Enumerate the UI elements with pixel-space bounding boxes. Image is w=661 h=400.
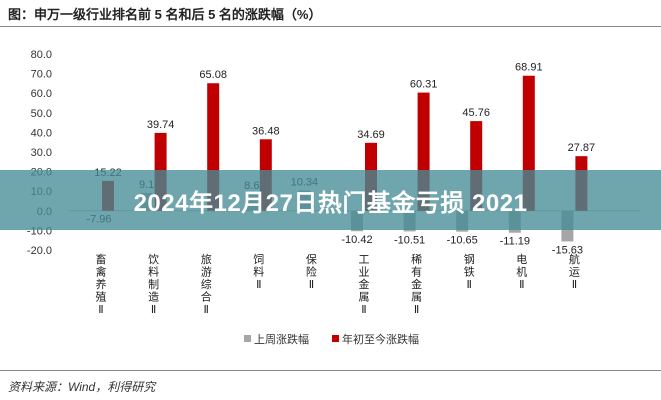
data-label-weekly: -10.51 <box>394 234 425 246</box>
category-label-char: Ⅱ <box>151 304 156 316</box>
category-label-char: Ⅱ <box>256 279 261 291</box>
category-label-char: Ⅱ <box>309 279 314 291</box>
chart-title: 图：申万一级行业排名前 5 名和后 5 名的涨跌幅（%） <box>8 7 322 22</box>
y-tick-label: -20.0 <box>27 245 52 257</box>
category-label-char: 料 <box>253 265 264 279</box>
category-label-char: 饲 <box>253 253 264 266</box>
data-label-ytd: 39.74 <box>147 119 175 131</box>
category-label-char: Ⅱ <box>519 279 524 291</box>
category-label-char: 属 <box>411 291 422 304</box>
category-label-char: 运 <box>569 266 580 279</box>
source-note: 资料来源：Wind，利得研究 <box>8 380 156 394</box>
category-label-char: 养 <box>96 277 107 291</box>
data-label-ytd: 36.48 <box>252 125 280 137</box>
category-label-char: 综 <box>201 277 212 291</box>
category-label-char: 金 <box>411 277 422 291</box>
category-label-char: Ⅱ <box>361 304 366 316</box>
category-label-char: 业 <box>359 266 370 279</box>
legend: 上周涨跌幅 年初至今涨跌幅 <box>244 332 419 346</box>
category-label-char: 料 <box>148 265 159 279</box>
overlay-text: 2024年12月27日热门基金亏损 2021 <box>133 189 528 217</box>
legend-label-weekly: 上周涨跌幅 <box>254 332 309 346</box>
category-label-char: Ⅱ <box>414 304 419 316</box>
data-label-weekly: -10.65 <box>447 235 478 247</box>
data-label-ytd: 27.87 <box>568 142 596 154</box>
category-label-char: 金 <box>359 277 370 291</box>
category-label-char: 钢 <box>464 253 475 266</box>
category-label-char: 旅 <box>201 252 212 266</box>
category-label-char: 航 <box>569 252 580 266</box>
overlay-banner: 2024年12月27日热门基金亏损 2021 <box>0 170 661 230</box>
category-label-char: 工 <box>359 254 370 266</box>
category-label-char: Ⅱ <box>466 279 471 291</box>
category-label-char: 殖 <box>96 291 107 304</box>
category-label-char: 有 <box>411 265 422 279</box>
title-divider <box>0 26 661 27</box>
source-divider <box>0 370 661 371</box>
data-label-weekly: -11.19 <box>500 236 530 248</box>
category-label-char: Ⅱ <box>572 279 577 291</box>
data-label-weekly: -15.63 <box>552 244 583 256</box>
y-tick-label: 30.0 <box>31 147 52 159</box>
y-tick-label: 60.0 <box>31 88 52 100</box>
category-label-char: 稀 <box>411 253 422 266</box>
category-label-char: 铁 <box>464 266 475 279</box>
category-label-char: 游 <box>201 266 212 279</box>
category-label-char: 禽 <box>96 265 107 279</box>
y-tick-label: 70.0 <box>31 69 52 81</box>
data-label-ytd: 68.91 <box>515 62 543 74</box>
category-label-char: Ⅱ <box>203 304 208 316</box>
category-label-char: 保 <box>306 252 317 266</box>
y-tick-label: 40.0 <box>31 127 52 139</box>
y-tick-label: 80.0 <box>31 49 52 61</box>
category-label-char: 饮 <box>148 253 159 266</box>
legend-swatch-weekly <box>244 335 251 342</box>
data-label-ytd: 34.69 <box>357 129 385 141</box>
data-label-ytd: 45.76 <box>462 107 490 119</box>
category-label-char: 属 <box>359 291 370 304</box>
legend-label-ytd: 年初至今涨跌幅 <box>342 332 419 346</box>
category-label-char: 合 <box>201 290 212 304</box>
category-label-char: 机 <box>516 265 527 279</box>
category-label-char: 险 <box>306 265 317 279</box>
legend-swatch-ytd <box>332 335 339 342</box>
data-label-ytd: 65.08 <box>199 69 227 81</box>
category-label-char: 畜 <box>96 252 107 266</box>
category-label-char: Ⅱ <box>98 304 103 316</box>
y-tick-label: 50.0 <box>31 108 52 120</box>
category-label-char: 电 <box>516 253 527 266</box>
category-label-char: 制 <box>148 278 159 291</box>
data-label-ytd: 60.31 <box>410 79 438 91</box>
data-label-weekly: -10.42 <box>341 234 372 246</box>
category-label-char: 造 <box>148 290 159 304</box>
